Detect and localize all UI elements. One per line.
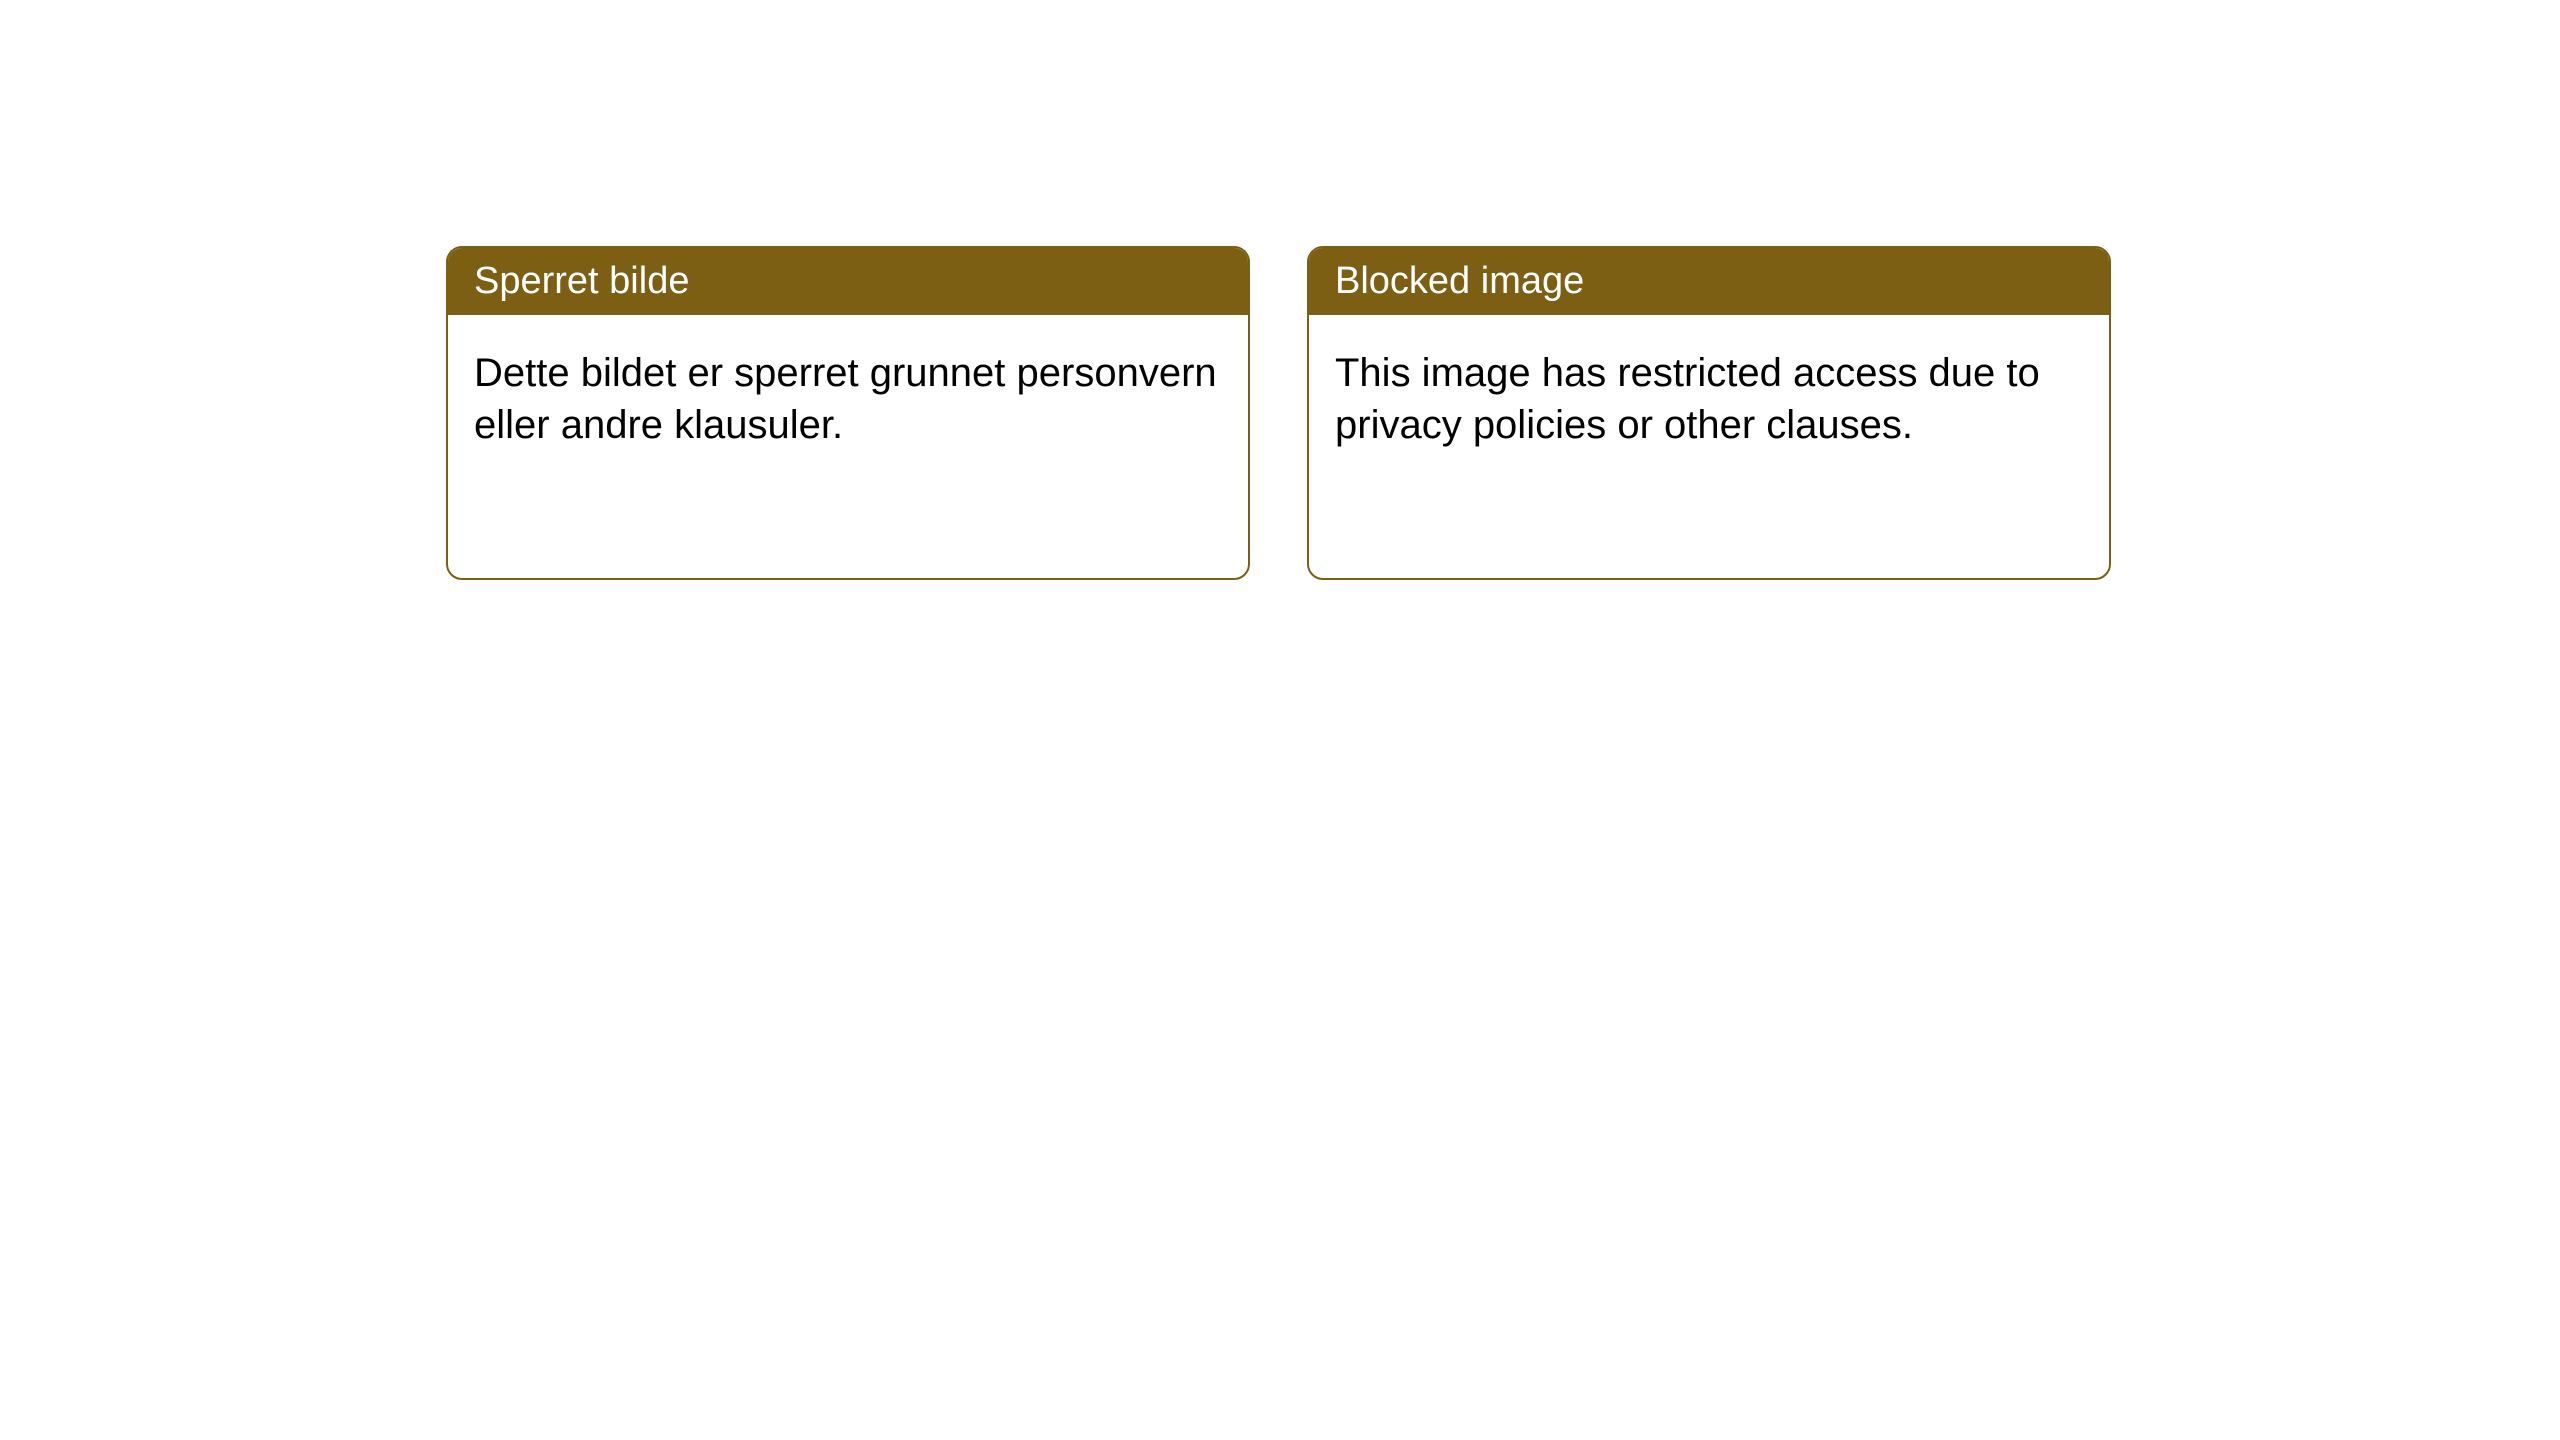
card-header-english: Blocked image <box>1309 248 2109 315</box>
card-norwegian: Sperret bilde Dette bildet er sperret gr… <box>446 246 1250 580</box>
card-header-norwegian: Sperret bilde <box>448 248 1248 315</box>
card-body-norwegian: Dette bildet er sperret grunnet personve… <box>448 315 1248 483</box>
card-body-english: This image has restricted access due to … <box>1309 315 2109 483</box>
card-english: Blocked image This image has restricted … <box>1307 246 2111 580</box>
cards-container: Sperret bilde Dette bildet er sperret gr… <box>446 246 2111 580</box>
